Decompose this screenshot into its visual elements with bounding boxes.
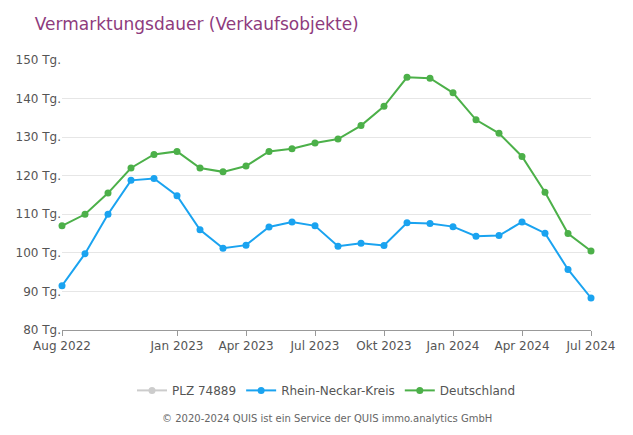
svg-text:90 Tg.: 90 Tg. (23, 285, 61, 299)
svg-text:Deutschland: Deutschland (440, 384, 515, 398)
svg-text:110 Tg.: 110 Tg. (16, 207, 61, 221)
svg-text:120 Tg.: 120 Tg. (16, 169, 61, 183)
svg-text:80 Tg.: 80 Tg. (23, 323, 61, 337)
svg-text:Jul 2023: Jul 2023 (290, 339, 340, 353)
svg-text:Jul 2024: Jul 2024 (566, 339, 616, 353)
svg-text:130 Tg.: 130 Tg. (16, 130, 61, 144)
svg-text:Vermarktungsdauer (Verkaufsobj: Vermarktungsdauer (Verkaufsobjekte) (35, 14, 359, 34)
svg-text:140 Tg.: 140 Tg. (16, 92, 61, 106)
svg-text:© 2020-2024 QUIS ist ein Servi: © 2020-2024 QUIS ist ein Service der QUI… (162, 413, 492, 424)
svg-text:150 Tg.: 150 Tg. (16, 53, 61, 67)
svg-text:100 Tg.: 100 Tg. (16, 246, 61, 260)
svg-text:Jan 2024: Jan 2024 (426, 339, 480, 353)
svg-text:PLZ 74889: PLZ 74889 (172, 384, 236, 398)
svg-text:Okt 2023: Okt 2023 (356, 339, 411, 353)
svg-text:Jan 2023: Jan 2023 (150, 339, 204, 353)
svg-text:Apr 2023: Apr 2023 (218, 339, 273, 353)
svg-text:Apr 2024: Apr 2024 (494, 339, 549, 353)
svg-text:Rhein-Neckar-Kreis: Rhein-Neckar-Kreis (281, 384, 395, 398)
svg-text:Aug 2022: Aug 2022 (33, 339, 91, 353)
